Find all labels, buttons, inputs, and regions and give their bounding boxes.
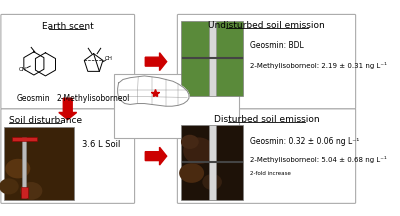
Polygon shape	[59, 98, 77, 120]
Text: OH: OH	[19, 67, 27, 72]
Text: Geosmin: 0.32 ± 0.06 ng L⁻¹: Geosmin: 0.32 ± 0.06 ng L⁻¹	[250, 137, 359, 146]
FancyBboxPatch shape	[177, 14, 356, 109]
Text: 2-Methylisoborneol: 2.19 ± 0.31 ng L⁻¹: 2-Methylisoborneol: 2.19 ± 0.31 ng L⁻¹	[250, 62, 386, 69]
Text: Soil disturbance: Soil disturbance	[9, 116, 82, 125]
Ellipse shape	[5, 159, 30, 178]
Ellipse shape	[20, 182, 42, 200]
Text: 2-fold increase: 2-fold increase	[250, 172, 290, 176]
Text: Earth scent: Earth scent	[42, 22, 94, 30]
Ellipse shape	[202, 174, 222, 190]
Text: 3.6 L Soil: 3.6 L Soil	[82, 140, 120, 149]
Polygon shape	[145, 147, 167, 165]
Bar	[181, 125, 243, 200]
Text: Undisturbed soil emission: Undisturbed soil emission	[208, 21, 325, 30]
Bar	[208, 125, 216, 200]
Ellipse shape	[181, 135, 199, 149]
Ellipse shape	[0, 178, 19, 194]
Bar	[114, 74, 239, 138]
Bar	[208, 21, 216, 95]
Polygon shape	[118, 76, 189, 106]
FancyBboxPatch shape	[1, 109, 134, 203]
Text: Geosmin: Geosmin	[17, 94, 51, 103]
Text: OH: OH	[105, 56, 113, 62]
Text: Disturbed soil emission: Disturbed soil emission	[214, 115, 319, 124]
Polygon shape	[145, 53, 167, 71]
Bar	[4, 127, 74, 200]
FancyBboxPatch shape	[177, 109, 356, 203]
Bar	[181, 21, 243, 95]
FancyBboxPatch shape	[1, 14, 134, 109]
Bar	[20, 187, 28, 198]
Bar	[22, 137, 26, 198]
Text: 2-Methylisoborneol: 5.04 ± 0.68 ng L⁻¹: 2-Methylisoborneol: 5.04 ± 0.68 ng L⁻¹	[250, 156, 386, 163]
Text: 2-Methylisoborneol: 2-Methylisoborneol	[57, 94, 130, 103]
Ellipse shape	[179, 163, 204, 183]
Text: Geosmin: BDL: Geosmin: BDL	[250, 41, 303, 50]
Ellipse shape	[183, 137, 214, 164]
Bar	[12, 137, 36, 141]
